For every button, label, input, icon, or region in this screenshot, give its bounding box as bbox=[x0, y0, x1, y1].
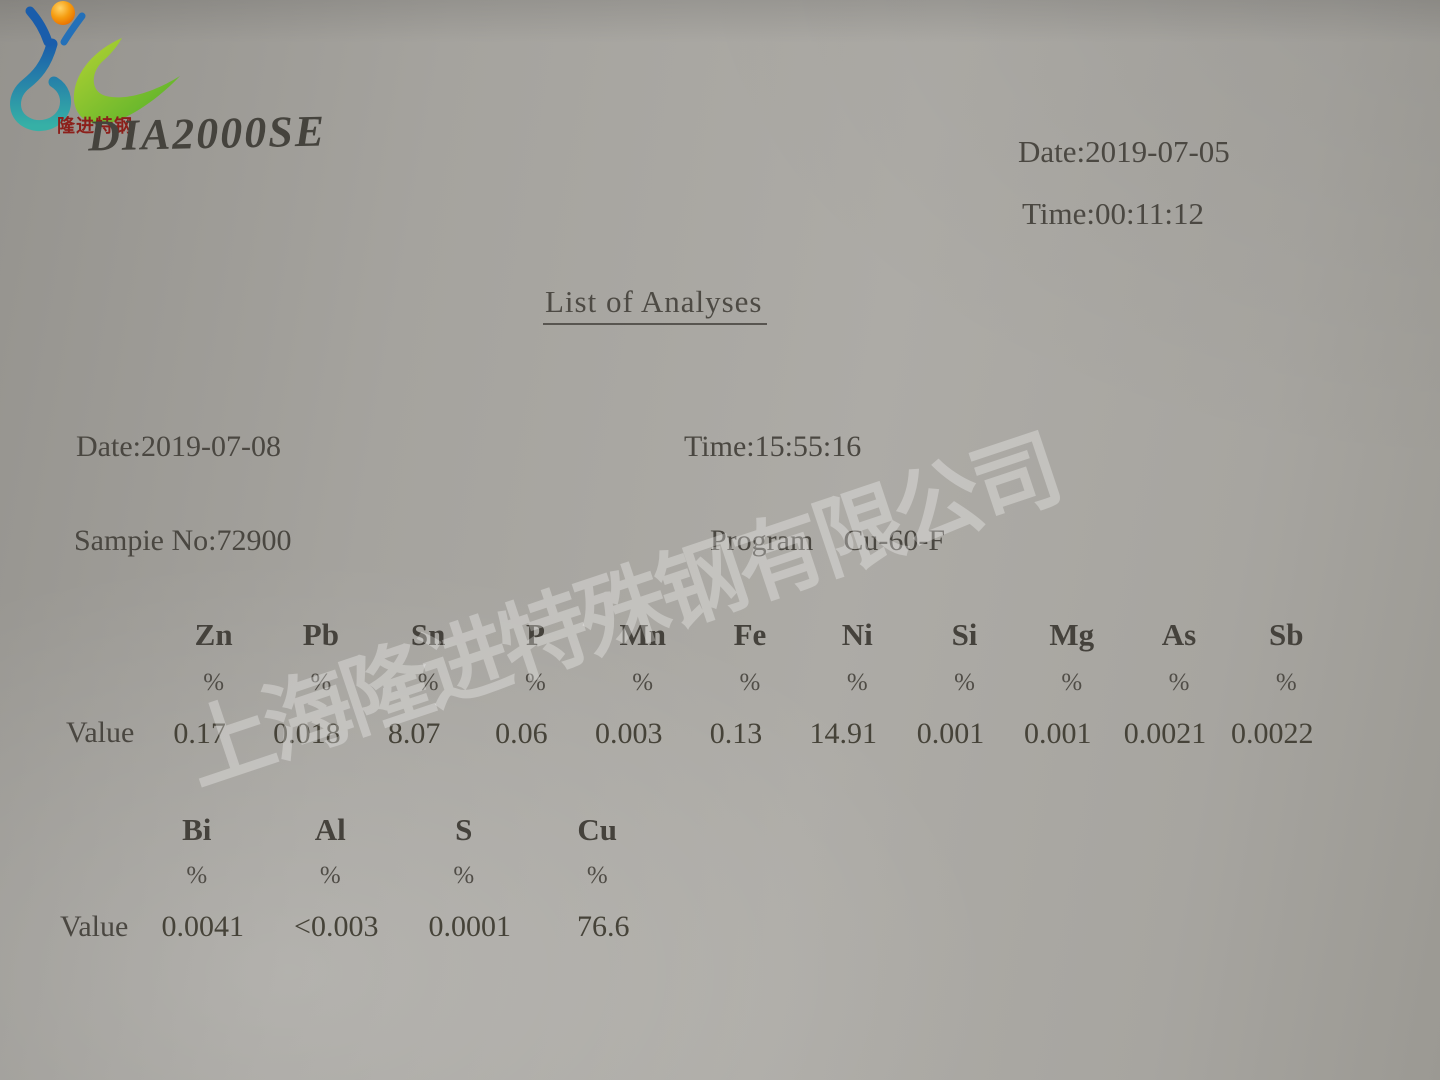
element-value: 0.0041 bbox=[161, 910, 245, 943]
percent-sign: % bbox=[525, 669, 546, 696]
percent-sign: % bbox=[417, 669, 439, 696]
element-value: 0.0021 bbox=[1123, 717, 1207, 750]
analysis-column: P % 0.06 bbox=[482, 610, 589, 758]
element-value: 0.003 bbox=[594, 717, 663, 750]
logo-ball-icon bbox=[51, 1, 75, 25]
analysis-column: S % 0.0001 bbox=[397, 806, 531, 952]
element-symbol: As bbox=[1161, 617, 1197, 652]
sample-number: Sampie No:72900 bbox=[74, 524, 292, 557]
value-row-label: Value bbox=[60, 910, 129, 943]
analysis-date: Date:2019-07-08 bbox=[76, 430, 281, 463]
element-value: 0.17 bbox=[173, 717, 226, 750]
element-value: 0.0001 bbox=[428, 910, 512, 943]
analysis-column: Fe % 0.13 bbox=[696, 610, 803, 758]
analysis-column: Mn % 0.003 bbox=[589, 610, 696, 758]
logo-company-name: 隆进特钢 bbox=[57, 116, 133, 136]
element-symbol: Sn bbox=[410, 617, 446, 652]
element-symbol: Cu bbox=[577, 812, 618, 847]
analysis-column: Pb % 0.018 bbox=[267, 610, 374, 758]
analysis-column: Cu % 76.6 bbox=[531, 806, 665, 952]
element-symbol: Al bbox=[314, 812, 346, 847]
element-value: 0.06 bbox=[495, 717, 548, 750]
element-symbol: Si bbox=[951, 617, 978, 652]
element-symbol: Zn bbox=[194, 617, 233, 652]
element-symbol: Mg bbox=[1049, 617, 1095, 652]
company-logo bbox=[10, 1, 180, 131]
element-symbol: P bbox=[525, 617, 545, 652]
analysis-column: Bi % 0.0041 bbox=[130, 806, 264, 952]
percent-sign: % bbox=[739, 669, 761, 696]
analysis-table-1: Zn % 0.17 Pb % 0.018 Sn % 8.07 P % 0.06 … bbox=[160, 610, 1340, 758]
percent-sign: % bbox=[319, 862, 341, 889]
logo-green-swoosh bbox=[73, 38, 180, 125]
percent-sign: % bbox=[586, 862, 608, 889]
report-title: List of Analyses bbox=[543, 284, 767, 325]
element-symbol: Mn bbox=[619, 617, 666, 652]
element-value: 0.001 bbox=[916, 717, 985, 750]
analysis-column: Sn % 8.07 bbox=[375, 610, 482, 758]
element-value: 14.91 bbox=[809, 717, 877, 750]
percent-sign: % bbox=[1061, 669, 1083, 696]
element-symbol: Sb bbox=[1269, 617, 1304, 652]
instrument-model: DIA2000SE bbox=[87, 106, 327, 161]
percent-sign: % bbox=[954, 669, 975, 696]
element-value: <0.003 bbox=[294, 910, 379, 943]
print-date: Date:2019-07-05 bbox=[1018, 134, 1230, 169]
element-symbol: Pb bbox=[302, 617, 339, 652]
percent-sign: % bbox=[186, 862, 208, 889]
program-label: Program bbox=[710, 524, 814, 557]
logo-left-arm bbox=[25, 6, 53, 47]
analysis-table-2: Bi % 0.0041 Al % <0.003 S % 0.0001 Cu % … bbox=[130, 806, 664, 952]
program-row: Program Cu-60-F bbox=[710, 524, 945, 558]
logo-teal-loop bbox=[10, 38, 72, 131]
analysis-column: Al % <0.003 bbox=[264, 806, 398, 952]
element-value: 8.07 bbox=[387, 717, 441, 750]
logo-right-arm bbox=[60, 12, 86, 46]
percent-sign: % bbox=[846, 669, 868, 696]
element-value: 76.6 bbox=[577, 910, 630, 943]
element-value: 0.001 bbox=[1024, 717, 1092, 750]
percent-sign: % bbox=[1275, 669, 1297, 696]
percent-sign: % bbox=[453, 862, 475, 889]
percent-sign: % bbox=[203, 669, 225, 696]
analysis-column: As % 0.0021 bbox=[1124, 610, 1232, 758]
element-value: 0.0022 bbox=[1231, 717, 1314, 750]
analysis-column: Sb % 0.0022 bbox=[1231, 610, 1340, 758]
percent-sign: % bbox=[1168, 669, 1190, 696]
logo-figure-icon bbox=[10, 1, 180, 131]
element-symbol: Fe bbox=[733, 617, 767, 652]
analysis-column: Ni % 14.91 bbox=[804, 610, 911, 758]
analysis-column: Mg % 0.001 bbox=[1018, 610, 1125, 758]
percent-sign: % bbox=[310, 669, 332, 696]
analysis-column: Si % 0.001 bbox=[911, 610, 1018, 758]
element-symbol: Ni bbox=[841, 617, 873, 652]
analysis-time: Time:15:55:16 bbox=[684, 430, 862, 463]
element-value: 0.13 bbox=[709, 717, 763, 750]
element-value: 0.018 bbox=[273, 717, 341, 750]
element-symbol: Bi bbox=[182, 812, 212, 847]
value-row-label: Value bbox=[66, 716, 135, 749]
percent-sign: % bbox=[632, 669, 654, 696]
analysis-column: Zn % 0.17 bbox=[160, 610, 267, 758]
element-symbol: S bbox=[455, 812, 473, 847]
print-time: Time:00:11:12 bbox=[1022, 196, 1205, 231]
program-value: Cu-60-F bbox=[843, 524, 946, 557]
